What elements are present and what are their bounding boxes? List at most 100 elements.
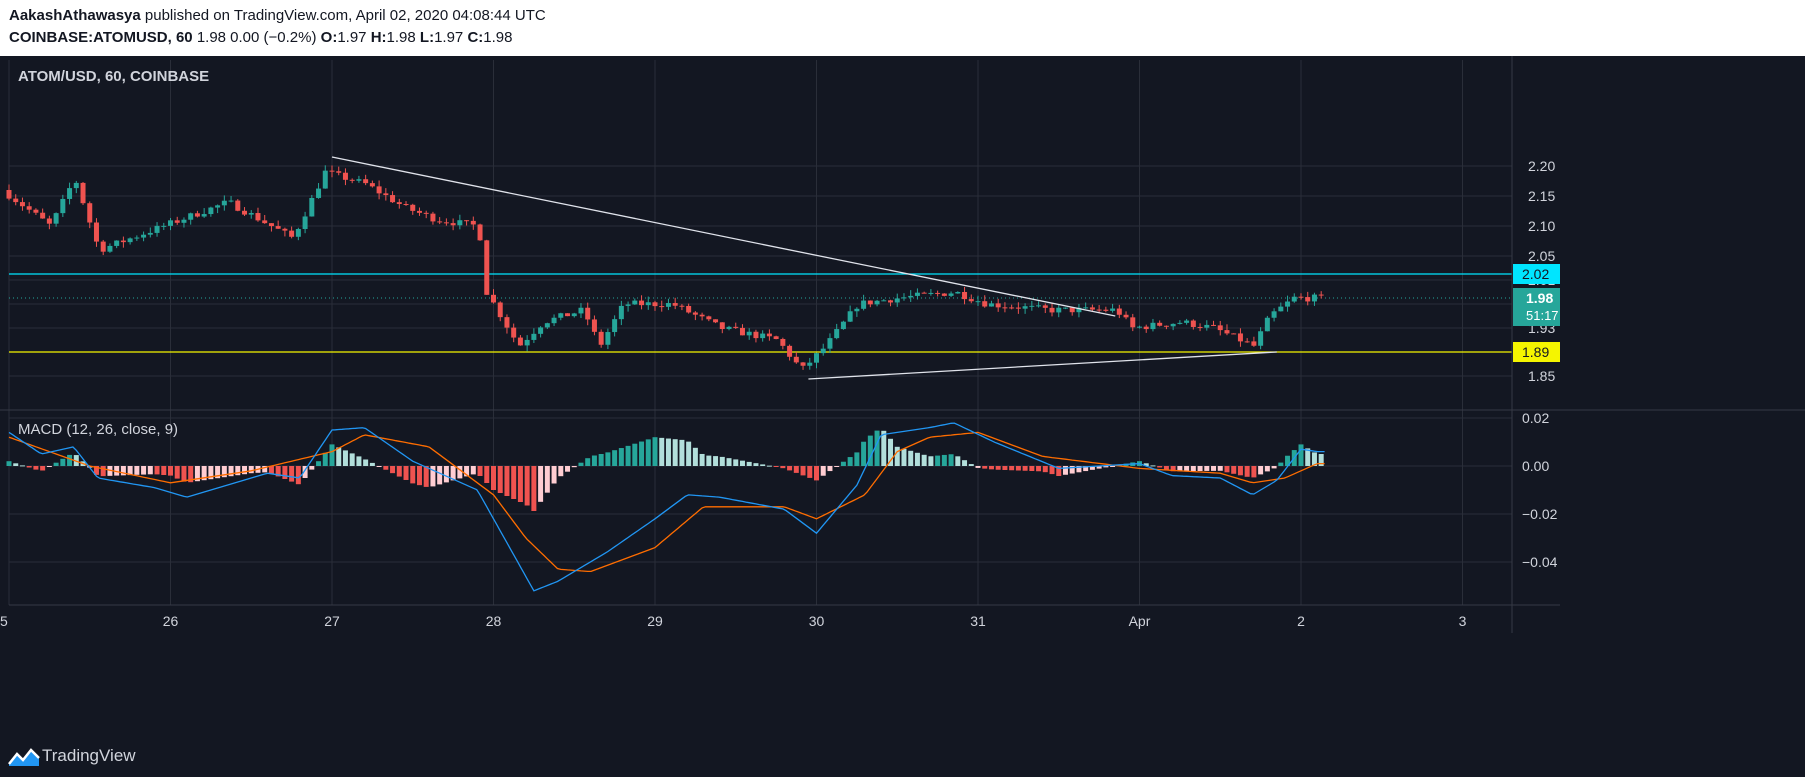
histogram-bar [322, 452, 328, 466]
candle-body [888, 300, 894, 303]
histogram-bar [739, 460, 745, 466]
histogram-bar [282, 466, 288, 479]
candle-body [1291, 296, 1297, 302]
candle-body [639, 300, 645, 306]
level-price-tag [1513, 264, 1560, 284]
candle-body [679, 305, 685, 307]
histogram-bar [928, 456, 934, 466]
macd-histogram [6, 430, 1324, 511]
candle-body [1285, 301, 1291, 307]
histogram-bar [416, 466, 422, 486]
candle-body [46, 218, 52, 224]
candle-body [1042, 305, 1048, 308]
histogram-bar [423, 466, 429, 487]
macd-lines [8, 422, 1325, 592]
candle-body [854, 308, 860, 312]
publish-header: AakashAthawasya published on TradingView… [0, 0, 1805, 56]
histogram-bar [1305, 448, 1311, 466]
x-tick-label: 27 [324, 613, 340, 629]
axes[interactable]: 5262728293031Apr231.851.932.012.052.102.… [0, 56, 1805, 633]
histogram-bar [1237, 466, 1243, 476]
candle-body [154, 225, 160, 233]
histogram-bar [1157, 466, 1163, 468]
histogram-bar [1022, 466, 1028, 471]
candle-body [73, 182, 79, 189]
macd-line [8, 422, 1325, 592]
candles [6, 165, 1324, 370]
chart-area[interactable]: 5262728293031Apr231.851.932.012.052.102.… [0, 56, 1805, 736]
candle-body [995, 303, 1001, 308]
candle-body [1150, 322, 1156, 330]
histogram-bar [6, 461, 12, 466]
candle-body [531, 333, 537, 340]
candle-body [894, 298, 900, 303]
histogram-bar [262, 466, 268, 473]
candle-body [692, 312, 698, 315]
candle-body [268, 223, 274, 227]
histogram-bar [1204, 466, 1210, 471]
candle-body [1231, 333, 1237, 335]
candle-body [1264, 317, 1270, 332]
author-name[interactable]: AakashAthawasya [9, 7, 141, 24]
candle-body [652, 302, 658, 307]
candle-body [33, 209, 39, 213]
histogram-bar [1015, 466, 1021, 471]
candle-body [322, 170, 328, 189]
histogram-bar [517, 466, 523, 502]
candle-body [814, 353, 819, 363]
candle-body [605, 332, 611, 345]
close-label: C: [467, 29, 484, 46]
candle-body [773, 336, 779, 340]
low-value: 1.97 [434, 29, 464, 46]
histogram-bar [780, 466, 786, 469]
candle-body [248, 213, 254, 215]
histogram-bar [1251, 466, 1257, 478]
candle-body [551, 317, 557, 324]
histogram-bar [1231, 466, 1237, 474]
candle-body [430, 213, 436, 222]
trendlines[interactable] [331, 156, 1277, 380]
histogram-bar [1009, 466, 1015, 471]
histogram-bar [1143, 463, 1149, 466]
candle-body [53, 213, 59, 224]
candle-body [591, 319, 597, 332]
histogram-bar [127, 466, 133, 476]
histogram-bar [941, 454, 947, 466]
histogram-bar [1271, 466, 1277, 469]
candle-body [410, 204, 416, 211]
candle-body [235, 200, 241, 211]
candle-body [524, 339, 530, 346]
histogram-bar [295, 466, 301, 485]
chart-svg[interactable]: 5262728293031Apr231.851.932.012.052.102.… [0, 56, 1805, 736]
published-text: published on TradingView.com, April 02, … [144, 7, 546, 24]
histogram-bar [827, 466, 833, 472]
histogram-bar [551, 466, 557, 484]
histogram-bar [1318, 454, 1324, 466]
candle-body [6, 190, 12, 199]
candle-body [908, 295, 914, 298]
histogram-bar [477, 466, 483, 476]
candle-body [1258, 331, 1264, 346]
candle-body [363, 179, 369, 184]
histogram-bar [867, 435, 873, 466]
tradingview-brand[interactable]: TradingView [42, 746, 136, 765]
histogram-bar [713, 456, 719, 466]
histogram-bar [134, 466, 140, 475]
tradingview-logo-icon[interactable] [8, 745, 40, 767]
macd-tick-label: 0.02 [1522, 410, 1549, 426]
histogram-bar [793, 466, 799, 473]
candle-body [390, 195, 396, 203]
histogram-bar [168, 466, 173, 476]
candle-body [161, 225, 167, 227]
candle-body [867, 300, 873, 305]
candle-body [1069, 307, 1075, 313]
candle-body [672, 303, 678, 306]
histogram-bar [733, 459, 739, 466]
histogram-bar [208, 466, 214, 480]
histogram-bar [437, 466, 443, 485]
candle-body [107, 245, 113, 252]
candle-body [1163, 325, 1169, 327]
price-tick-label: 2.10 [1528, 218, 1555, 234]
candle-body [988, 303, 994, 307]
candle-body [686, 305, 692, 313]
